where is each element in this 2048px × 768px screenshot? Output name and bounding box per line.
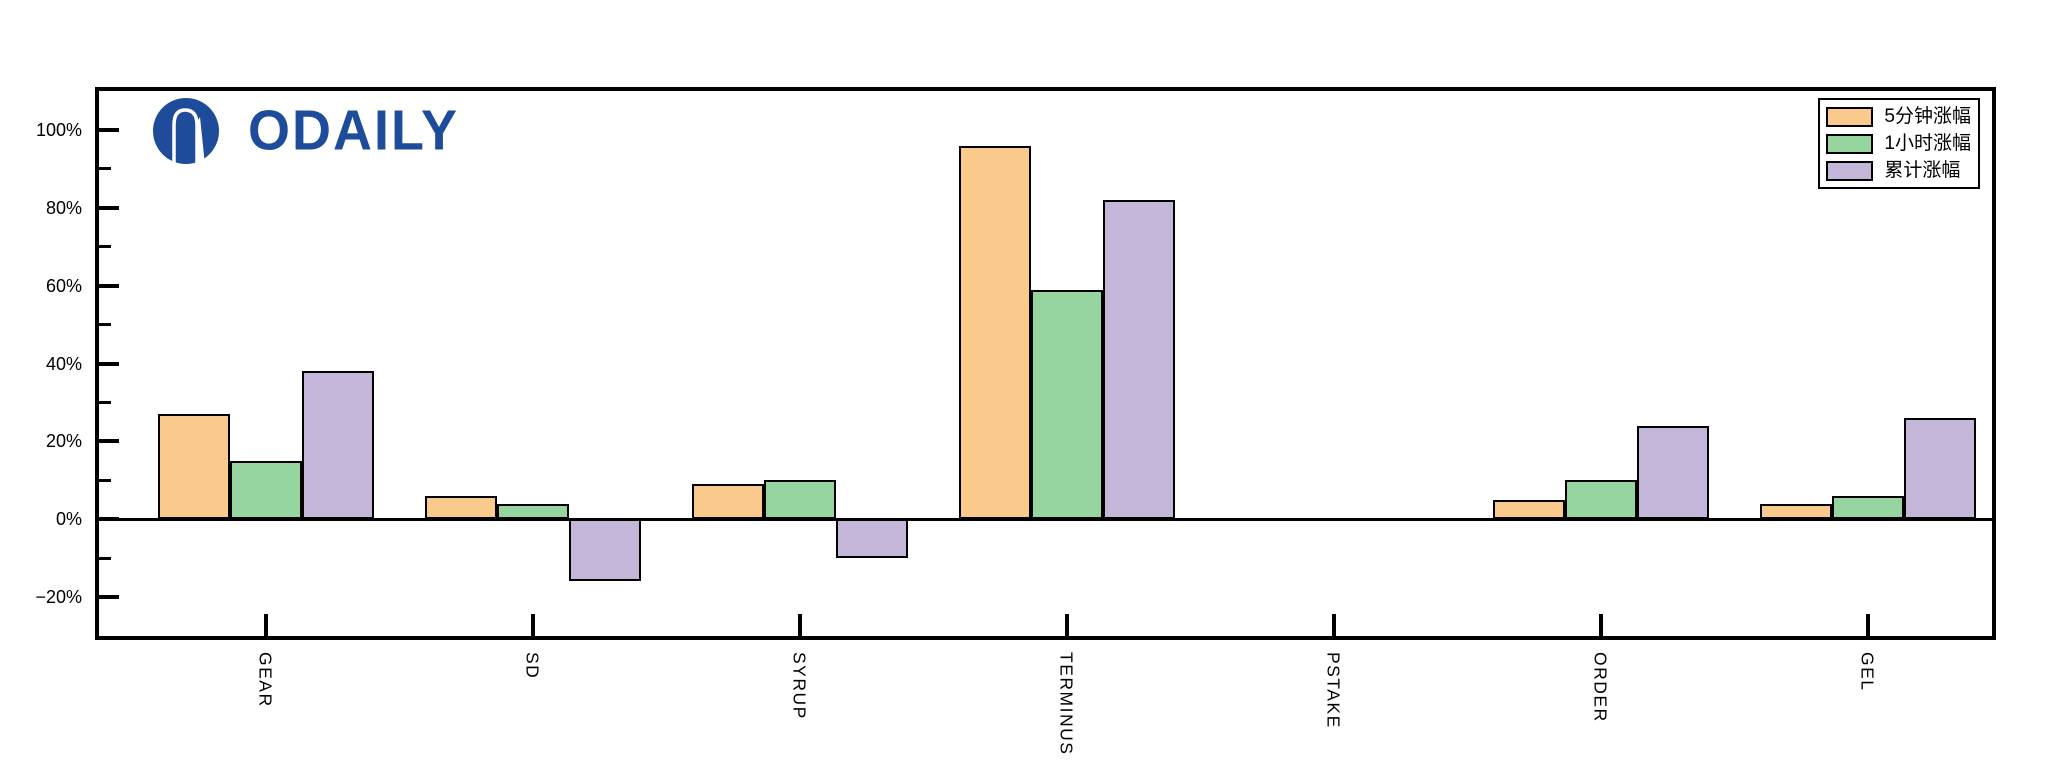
y-tick-major [99, 439, 119, 444]
odaily-logo: ODAILY [152, 97, 459, 165]
bar-terminus-series2 [1031, 289, 1103, 520]
legend-label: 1小时涨幅 [1884, 133, 1971, 154]
y-tick-minor [99, 556, 111, 560]
legend-item: 5分钟涨幅 [1826, 104, 1971, 129]
x-tick-label: GEAR [255, 652, 276, 708]
bar-gel-series1 [1760, 503, 1832, 520]
y-tick-major [99, 283, 119, 288]
bar-sd-series3 [569, 519, 641, 582]
x-tick-label: ORDER [1590, 652, 1611, 723]
plot-area [99, 91, 1992, 636]
bar-order-series3 [1637, 425, 1709, 520]
x-tick-major [531, 614, 535, 636]
legend-label: 5分钟涨幅 [1884, 106, 1971, 127]
bar-sd-series1 [425, 495, 497, 520]
zero-baseline [99, 517, 1992, 521]
x-tick-label: SYRUP [789, 652, 810, 720]
y-tick-minor [99, 478, 111, 482]
legend-swatch [1826, 133, 1874, 154]
x-tick-major [1866, 614, 1870, 636]
y-tick-minor [99, 167, 111, 171]
y-tick-minor [99, 245, 111, 249]
y-tick-label: 40% [45, 353, 82, 374]
bar-order-series1 [1493, 499, 1565, 520]
legend-item: 累计涨幅 [1826, 158, 1971, 183]
bar-gel-series3 [1904, 418, 1976, 520]
y-tick-label: 20% [45, 431, 82, 452]
bar-syrup-series1 [692, 484, 764, 520]
x-tick-major [264, 614, 268, 636]
y-tick-minor [99, 400, 111, 404]
legend-item: 1小时涨幅 [1826, 131, 1971, 156]
y-tick-major [99, 127, 119, 132]
bar-order-series2 [1565, 480, 1637, 520]
bar-terminus-series3 [1103, 200, 1175, 520]
bar-syrup-series2 [764, 480, 836, 520]
legend-label: 累计涨幅 [1884, 160, 1961, 181]
x-tick-label: PSTAKE [1323, 652, 1344, 729]
odaily-logo-icon [153, 98, 219, 165]
bar-sd-series2 [497, 503, 569, 520]
bar-terminus-series1 [959, 145, 1031, 520]
x-tick-major [1599, 614, 1603, 636]
y-tick-label: 0% [55, 509, 82, 530]
x-tick-major [798, 614, 802, 636]
x-tick-major [1065, 614, 1069, 636]
x-tick-label: GEL [1857, 652, 1878, 692]
x-tick-label: SD [522, 652, 543, 680]
y-tick-major [99, 361, 119, 366]
bar-syrup-series3 [836, 519, 908, 559]
legend-swatch [1826, 106, 1874, 127]
bar-gear-series2 [230, 460, 302, 520]
y-tick-label: 80% [45, 197, 82, 218]
x-tick-label: TERMINUS [1056, 652, 1077, 756]
plot-frame: ODAILY 5分钟涨幅 1小时涨幅累计涨幅 [95, 87, 1996, 640]
legend: 5分钟涨幅 1小时涨幅累计涨幅 [1818, 98, 1980, 189]
bar-gear-series1 [158, 414, 230, 520]
bar-gel-series2 [1832, 495, 1904, 520]
bar-gear-series3 [302, 371, 374, 520]
y-tick-label: −20% [35, 587, 82, 608]
y-tick-major [99, 205, 119, 210]
y-tick-label: 100% [35, 119, 82, 140]
x-tick-major [1332, 614, 1336, 636]
legend-swatch [1826, 160, 1874, 181]
y-tick-minor [99, 323, 111, 327]
y-tick-label: 60% [45, 275, 82, 296]
y-tick-major [99, 595, 119, 600]
odaily-logo-text: ODAILY [248, 99, 460, 163]
